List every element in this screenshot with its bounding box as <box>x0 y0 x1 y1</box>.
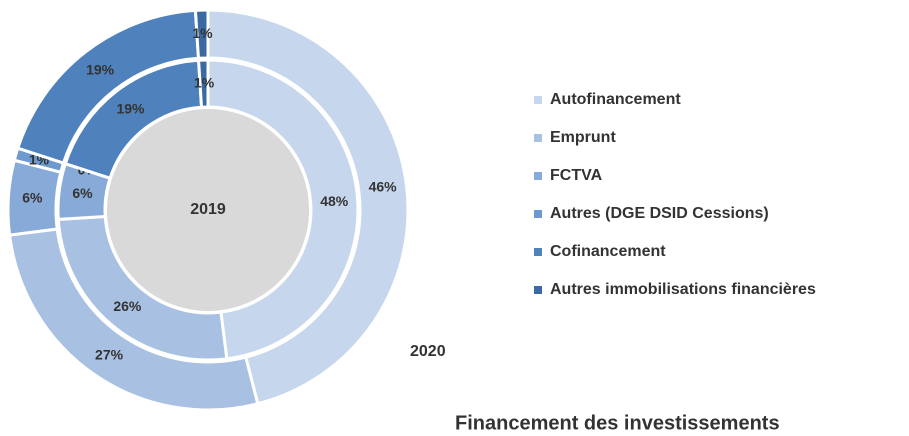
donut-segment <box>56 214 229 362</box>
data-label: 48% <box>320 193 349 209</box>
data-label: 26% <box>113 298 142 314</box>
donut-segment <box>196 58 210 109</box>
data-label: 6% <box>72 185 93 201</box>
center-hole <box>107 109 309 311</box>
legend-swatch <box>534 172 542 180</box>
legend-label: Autres immobilisations financières <box>550 281 816 298</box>
data-label: 27% <box>95 346 124 362</box>
donut-segment <box>206 58 360 361</box>
data-label: 19% <box>86 62 115 78</box>
donut-segment <box>193 8 210 60</box>
legend-label: Emprunt <box>550 129 616 146</box>
legend-swatch <box>534 286 542 294</box>
data-label: 1% <box>192 25 213 41</box>
legend-swatch <box>534 134 542 142</box>
donut-segment <box>206 8 410 406</box>
legend-label: Cofinancement <box>550 243 666 260</box>
legend-swatch <box>534 210 542 218</box>
data-label: 46% <box>369 179 398 195</box>
data-label: 19% <box>116 101 145 117</box>
legend-label: Autofinancement <box>550 91 681 108</box>
legend-label: FCTVA <box>550 167 603 184</box>
chart-title: Financement des investissements <box>455 412 780 434</box>
series-label: 2020 <box>410 343 446 360</box>
legend-swatch <box>534 248 542 256</box>
data-label: 6% <box>22 190 43 206</box>
data-label: 1% <box>194 74 215 90</box>
series-label: 2019 <box>190 201 226 218</box>
legend-swatch <box>534 96 542 104</box>
legend-label: Autres (DGE DSID Cessions) <box>550 205 769 222</box>
